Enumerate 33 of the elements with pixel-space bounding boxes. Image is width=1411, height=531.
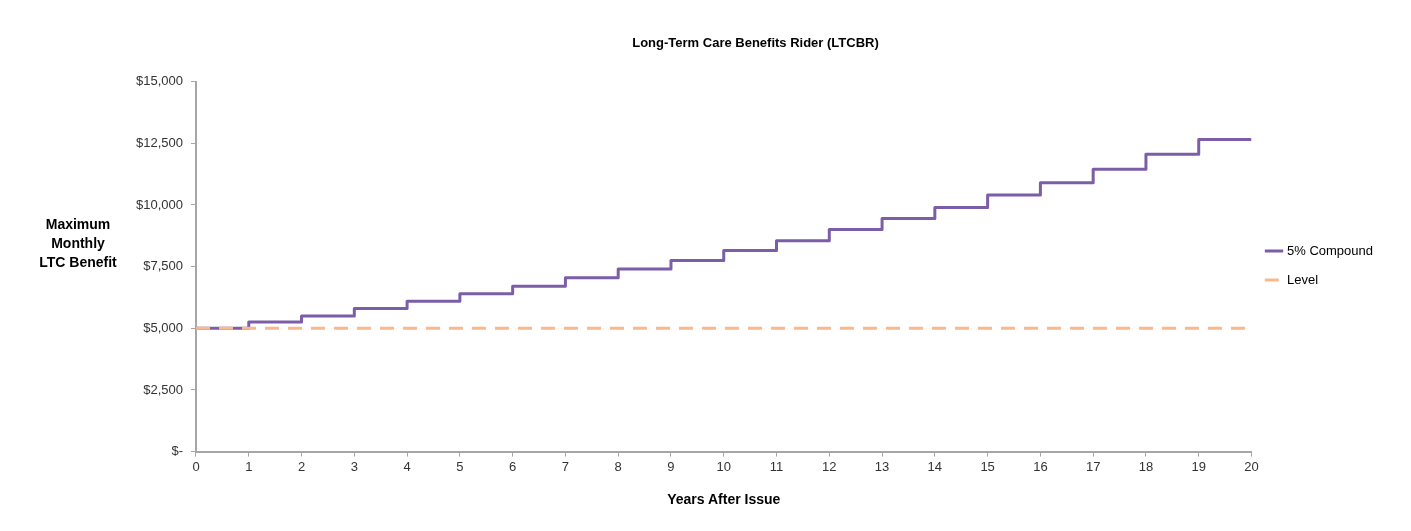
chart-title: Long-Term Care Benefits Rider (LTCBR) [632, 35, 879, 51]
y-tick-label: $2,500 [143, 381, 183, 397]
legend-label: Level [1287, 271, 1319, 287]
x-tick-label: 10 [716, 458, 731, 474]
y-tick-label: $10,000 [135, 196, 183, 212]
x-tick-label: 0 [192, 458, 200, 474]
x-tick-label: 3 [350, 458, 358, 474]
x-tick-label: 19 [1191, 458, 1206, 474]
x-tick-label: 5 [456, 458, 464, 474]
x-tick-label: 8 [614, 458, 622, 474]
y-tick-label: $7,500 [143, 258, 183, 274]
y-tick-label: $15,000 [135, 73, 183, 89]
y-tick-label: $5,000 [143, 319, 183, 335]
y-tick-label: $- [171, 443, 183, 459]
x-tick-label: 4 [403, 458, 411, 474]
x-tick-label: 15 [980, 458, 995, 474]
x-tick-label: 2 [297, 458, 306, 474]
y-axis-title: Maximum Monthly LTC Benefit [39, 216, 118, 271]
x-tick-label: 6 [509, 458, 517, 474]
x-tick-label: 7 [561, 458, 570, 474]
x-tick-label: 1 [245, 458, 253, 474]
x-tick-label: 9 [667, 458, 675, 474]
x-tick-label: 17 [1085, 458, 1101, 474]
x-tick-label: 16 [1033, 458, 1048, 474]
x-tick-label: 18 [1138, 458, 1154, 474]
x-tick-label: 13 [874, 458, 890, 474]
x-tick-label: 20 [1244, 458, 1259, 474]
x-tick-label: 11 [769, 458, 784, 474]
x-axis-title: Years After Issue [667, 491, 781, 508]
x-tick-label: 12 [822, 458, 837, 474]
y-tick-label: $12,500 [135, 134, 183, 150]
legend-label: 5% Compound [1287, 242, 1373, 258]
x-tick-label: 14 [927, 458, 943, 474]
